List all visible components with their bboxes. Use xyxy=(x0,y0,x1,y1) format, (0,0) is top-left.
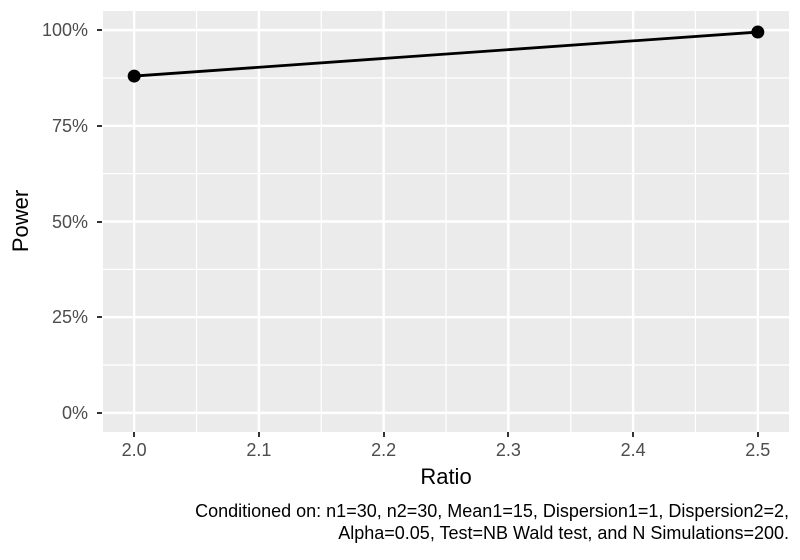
x-tick-mark xyxy=(507,432,510,437)
y-tick-label: 25% xyxy=(51,307,88,328)
x-tick-label: 2.5 xyxy=(745,440,771,460)
y-axis-title: Power xyxy=(8,189,33,253)
x-tick-label: 2.2 xyxy=(371,440,397,460)
y-tick-mark xyxy=(97,316,102,319)
y-tick-label: 75% xyxy=(51,115,88,136)
x-tick-label: 2.1 xyxy=(246,440,272,460)
x-tick-mark xyxy=(257,432,260,437)
y-tick-mark xyxy=(97,29,102,32)
caption-line-1: Conditioned on: n1=30, n2=30, Mean1=15, … xyxy=(195,501,789,521)
y-tick-mark xyxy=(97,411,102,414)
plot-panel xyxy=(103,11,789,432)
x-tick-mark xyxy=(133,432,136,437)
y-tick-label: 0% xyxy=(61,402,88,423)
plot-caption: Conditioned on: n1=30, n2=30, Mean1=15, … xyxy=(195,500,789,544)
x-axis-title: Ratio xyxy=(420,464,472,489)
y-tick-mark xyxy=(97,124,102,127)
caption-line-2: Alpha=0.05, Test=NB Wald test, and N Sim… xyxy=(338,523,789,543)
chart-canvas xyxy=(103,11,789,432)
x-tick-mark xyxy=(756,432,759,437)
y-tick-mark xyxy=(97,220,102,223)
y-tick-label: 50% xyxy=(51,211,88,232)
x-tick-label: 2.4 xyxy=(620,440,646,460)
x-tick-mark xyxy=(632,432,635,437)
x-tick-mark xyxy=(382,432,385,437)
x-tick-label: 2.0 xyxy=(121,440,147,460)
x-tick-label: 2.3 xyxy=(495,440,521,460)
y-tick-label: 100% xyxy=(41,20,88,41)
